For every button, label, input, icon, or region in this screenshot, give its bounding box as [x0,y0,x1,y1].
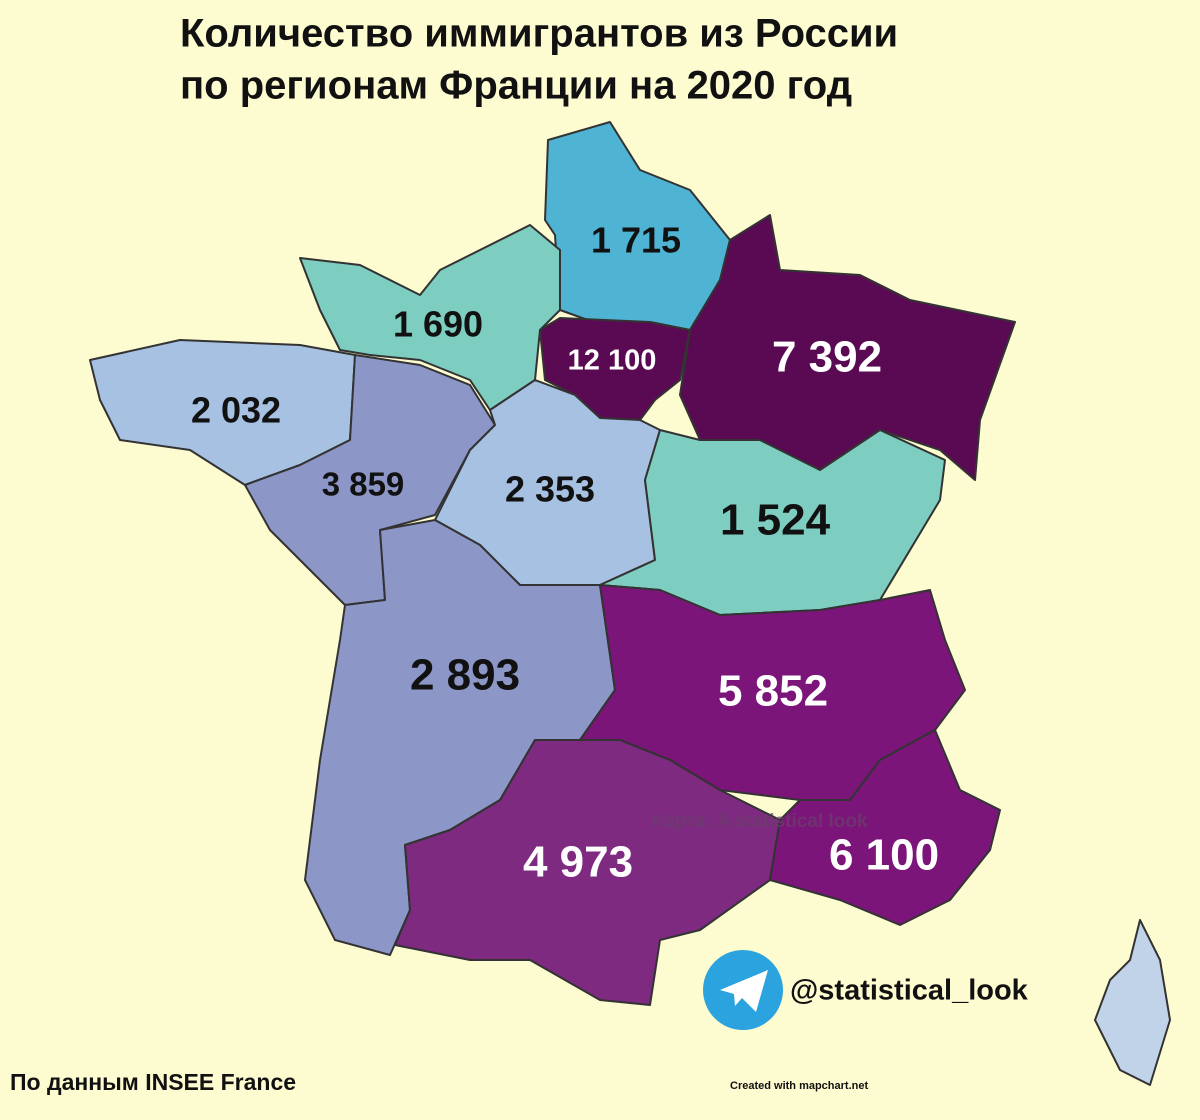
region-value: 2 353 [505,469,595,510]
region-value: 12 100 [568,345,657,377]
regions: 1 715 1 690 12 100 7 392 2 032 3 859 2 353 1 52… [89,121,1016,1006]
title-line: Количество иммигрантов из России [180,12,898,56]
region-value: 2 032 [191,390,281,431]
region [394,739,781,1006]
credit: Created with mapchart.net [730,1080,868,1092]
region [539,317,691,421]
region-value: 7 392 [772,333,882,382]
watermark: Карта: A statistical look [652,811,868,832]
region-value: 1 715 [591,220,681,261]
region-value: 1 690 [393,304,483,345]
region-value: 3 859 [322,466,405,503]
region-value: 6 100 [829,831,939,880]
region [299,224,561,411]
region [679,214,1016,481]
region-value: 2 893 [410,651,520,700]
source: По данным INSEE France [10,1069,296,1095]
region-value: 1 524 [720,496,831,545]
corsica [1094,919,1171,1086]
telegram-plane [720,970,768,1012]
title-line: по регионам Франции на 2020 год [180,64,852,108]
region-value: 5 852 [718,667,828,716]
channel: @statistical_look [790,975,1029,1007]
region-value: 4 973 [523,838,633,887]
region [769,729,1001,926]
